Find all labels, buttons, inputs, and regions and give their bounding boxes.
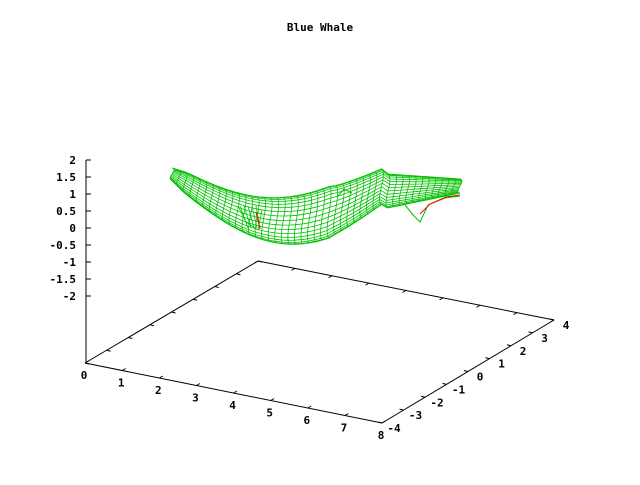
y-tick-label: -3 bbox=[409, 409, 422, 422]
y-tick bbox=[463, 370, 469, 372]
x-tick-back bbox=[365, 282, 370, 286]
z-tick-label: 1 bbox=[69, 188, 76, 201]
z-tick-label: -1 bbox=[63, 256, 77, 269]
y-axis: -4 -3 -2 -1 0 1 2 3 4 bbox=[84, 260, 570, 435]
whale-surface bbox=[169, 167, 463, 245]
x-tick-back bbox=[476, 304, 481, 308]
surface-parallel bbox=[173, 171, 462, 213]
x-tick-back bbox=[291, 267, 296, 271]
y-tick-label: 3 bbox=[541, 332, 548, 345]
z-axis: 2 1.5 1 0.5 0 -0.5 -1 -1.5 -2 bbox=[50, 154, 91, 363]
surface-parallel bbox=[172, 167, 461, 199]
y-tick-label: 4 bbox=[563, 319, 570, 332]
y-tick-back bbox=[214, 286, 219, 288]
surface-parallel bbox=[173, 168, 462, 200]
x-tick-back bbox=[439, 297, 444, 301]
x-tick bbox=[307, 405, 312, 409]
x-axis: 0 1 2 3 4 5 6 7 8 bbox=[81, 260, 555, 442]
y-tick bbox=[442, 382, 447, 385]
x-tick-label: 2 bbox=[155, 384, 162, 397]
fin-hidden-edge bbox=[255, 211, 261, 230]
y-tick-back bbox=[128, 337, 133, 339]
surface-parallel bbox=[169, 177, 459, 238]
x-tick bbox=[233, 390, 238, 394]
surface-parallel bbox=[170, 175, 459, 231]
y-tick-label: 1 bbox=[498, 358, 505, 371]
tail-hidden-edge bbox=[419, 194, 461, 215]
y-tick-back bbox=[193, 298, 198, 301]
x-tick bbox=[344, 413, 349, 416]
y-tick-back bbox=[84, 362, 90, 365]
z-tick-label: -0.5 bbox=[50, 239, 77, 252]
x-tick bbox=[270, 398, 275, 401]
z-tick-label: -2 bbox=[63, 290, 76, 303]
y-tick bbox=[549, 318, 555, 321]
z-tick-label: 2 bbox=[69, 154, 76, 167]
x-tick bbox=[196, 383, 201, 386]
chart-title: Blue Whale bbox=[287, 21, 354, 34]
x-tick-label: 6 bbox=[303, 414, 310, 427]
x-tick-label: 5 bbox=[266, 407, 273, 420]
x-tick-back bbox=[513, 312, 518, 316]
z-tick-label: -1.5 bbox=[50, 273, 77, 286]
fin-outline bbox=[237, 205, 263, 231]
y-tick-back bbox=[149, 324, 154, 327]
y-tick-label: -1 bbox=[452, 383, 466, 396]
surface-parallel bbox=[172, 172, 461, 217]
fin-line bbox=[251, 205, 258, 229]
y-tick-label: 0 bbox=[477, 371, 484, 384]
surface-parallel bbox=[170, 174, 460, 226]
y-tick bbox=[528, 331, 533, 334]
tail-fluke bbox=[404, 195, 461, 223]
surface-parallel bbox=[173, 170, 462, 209]
x-tick bbox=[381, 420, 386, 424]
x-tick-back bbox=[328, 275, 333, 279]
y-tick bbox=[399, 408, 404, 411]
z-tick-label: 0 bbox=[69, 222, 76, 235]
x-tick-label: 3 bbox=[192, 392, 199, 405]
y-tick-back bbox=[106, 349, 111, 352]
surface-parallel bbox=[169, 178, 459, 241]
x-tick-label: 8 bbox=[378, 429, 385, 442]
y-tick bbox=[377, 421, 383, 424]
surface-parallel bbox=[171, 173, 461, 222]
surface-parallel bbox=[173, 169, 463, 205]
x-tick-back bbox=[254, 260, 259, 264]
x-tick-label: 1 bbox=[118, 377, 125, 390]
y-tick-back bbox=[236, 273, 241, 276]
y-tick-back bbox=[257, 260, 263, 263]
x-tick-label: 0 bbox=[81, 369, 88, 382]
x-tick-label: 4 bbox=[229, 399, 236, 412]
x-tick-label: 7 bbox=[341, 422, 348, 435]
base-plane bbox=[84, 260, 555, 424]
x-tick-back bbox=[402, 290, 407, 293]
z-tick-label: 1.5 bbox=[56, 171, 76, 184]
y-tick-label: 2 bbox=[520, 345, 527, 358]
x-tick bbox=[159, 375, 163, 379]
y-tick-back bbox=[171, 311, 176, 314]
surface-parallel bbox=[171, 179, 461, 245]
fin-line bbox=[247, 205, 255, 229]
surface-parallel bbox=[173, 168, 462, 202]
surface-parallel bbox=[169, 176, 459, 235]
x-tick bbox=[121, 368, 126, 371]
z-tick-label: 0.5 bbox=[56, 205, 76, 218]
fin-line bbox=[239, 205, 249, 229]
dorsal-fin bbox=[337, 188, 353, 197]
y-tick bbox=[485, 357, 490, 360]
y-tick bbox=[420, 395, 426, 398]
y-tick bbox=[506, 344, 512, 347]
y-tick-label: -4 bbox=[387, 422, 401, 435]
y-tick-label: -2 bbox=[430, 396, 443, 409]
